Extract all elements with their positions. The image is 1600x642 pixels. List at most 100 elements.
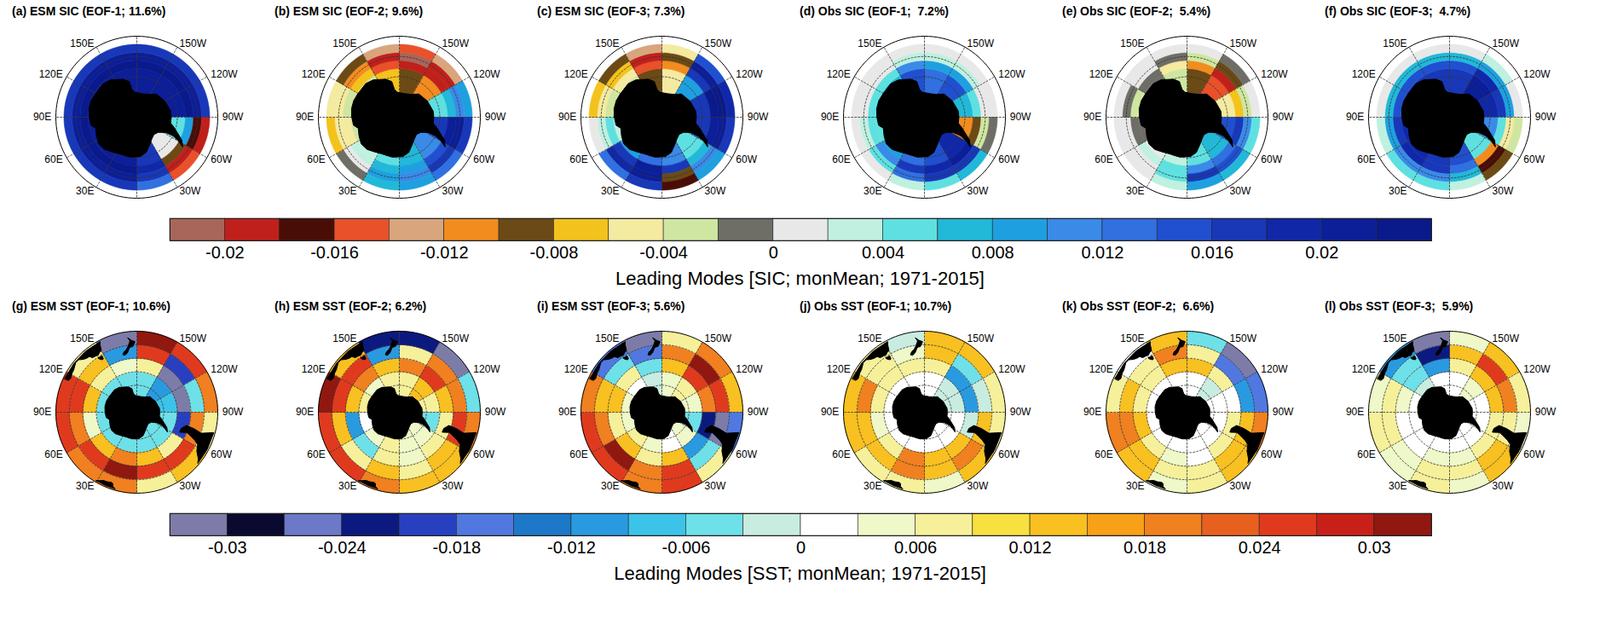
svg-text:120E: 120E [826, 363, 851, 376]
svg-text:120W: 120W [1260, 68, 1289, 81]
svg-text:60E: 60E [1094, 153, 1113, 166]
svg-text:90W: 90W [1010, 405, 1032, 418]
svg-text:90W: 90W [1010, 110, 1032, 123]
svg-text:150E: 150E [857, 332, 882, 345]
svg-text:0.012: 0.012 [1080, 242, 1124, 262]
svg-text:30E: 30E [863, 184, 882, 197]
svg-text:30E: 30E [75, 479, 94, 492]
svg-text:60E: 60E [1357, 448, 1375, 461]
svg-text:120E: 120E [1351, 68, 1376, 81]
svg-text:90E: 90E [33, 405, 52, 418]
svg-text:30W: 30W [1230, 479, 1252, 492]
svg-text:-0.012: -0.012 [547, 537, 596, 557]
svg-text:120E: 120E [1089, 363, 1114, 376]
svg-text:90E: 90E [558, 405, 577, 418]
svg-text:150W: 150W [704, 37, 733, 50]
svg-text:120W: 120W [1523, 363, 1551, 376]
svg-text:120E: 120E [1351, 363, 1376, 376]
svg-text:120W: 120W [473, 363, 501, 376]
svg-text:120E: 120E [1089, 68, 1114, 81]
svg-text:120W: 120W [1523, 68, 1551, 81]
svg-text:30W: 30W [179, 479, 202, 492]
svg-text:90W: 90W [222, 405, 244, 418]
svg-text:0.016: 0.016 [1190, 242, 1234, 262]
svg-text:150W: 150W [442, 332, 470, 345]
svg-text:-0.012: -0.012 [419, 242, 468, 262]
svg-text:30E: 30E [600, 184, 619, 197]
svg-text:30W: 30W [704, 184, 727, 197]
svg-text:150E: 150E [332, 332, 357, 345]
svg-text:60E: 60E [306, 448, 325, 461]
svg-text:120W: 120W [735, 363, 763, 376]
svg-text:150W: 150W [442, 37, 470, 50]
svg-text:60W: 60W [473, 153, 495, 166]
svg-text:90E: 90E [1083, 405, 1102, 418]
svg-text:0: 0 [795, 537, 805, 557]
svg-text:60E: 60E [1357, 153, 1375, 166]
svg-text:60W: 60W [210, 448, 232, 461]
svg-text:30E: 30E [1388, 184, 1407, 197]
svg-text:-0.006: -0.006 [661, 537, 711, 557]
svg-text:30E: 30E [338, 479, 357, 492]
svg-text:150E: 150E [594, 37, 619, 50]
svg-text:60W: 60W [735, 153, 757, 166]
svg-text:120E: 120E [564, 68, 589, 81]
svg-text:30W: 30W [967, 184, 989, 197]
svg-text:30E: 30E [75, 184, 94, 197]
svg-text:-0.03: -0.03 [207, 537, 247, 557]
svg-text:150W: 150W [179, 332, 208, 345]
svg-text:60W: 60W [1523, 448, 1545, 461]
svg-text:30W: 30W [1492, 479, 1514, 492]
svg-text:150E: 150E [332, 37, 357, 50]
svg-text:120W: 120W [210, 363, 238, 376]
svg-text:90E: 90E [295, 405, 314, 418]
svg-text:150W: 150W [967, 37, 995, 50]
svg-text:60W: 60W [998, 448, 1020, 461]
svg-text:150E: 150E [69, 37, 94, 50]
svg-text:120W: 120W [998, 68, 1026, 81]
svg-text:30W: 30W [1492, 184, 1514, 197]
svg-text:90E: 90E [1345, 405, 1364, 418]
svg-text:90W: 90W [1535, 110, 1557, 123]
svg-text:150W: 150W [179, 37, 208, 50]
svg-text:30E: 30E [1126, 184, 1144, 197]
svg-text:90E: 90E [295, 110, 314, 123]
svg-text:0.024: 0.024 [1237, 537, 1281, 557]
svg-text:30W: 30W [442, 479, 464, 492]
svg-text:30W: 30W [704, 479, 727, 492]
svg-text:150E: 150E [1382, 37, 1407, 50]
svg-text:120E: 120E [564, 363, 589, 376]
svg-text:0.004: 0.004 [860, 242, 904, 262]
svg-text:0.018: 0.018 [1123, 537, 1167, 557]
svg-text:150E: 150E [1382, 332, 1407, 345]
svg-text:120W: 120W [735, 68, 763, 81]
svg-text:0: 0 [768, 242, 778, 262]
svg-text:30E: 30E [863, 479, 882, 492]
svg-text:150W: 150W [1492, 37, 1520, 50]
svg-text:60E: 60E [569, 153, 588, 166]
svg-text:60E: 60E [831, 448, 850, 461]
svg-text:0.008: 0.008 [970, 242, 1014, 262]
svg-text:90W: 90W [747, 405, 769, 418]
svg-text:150W: 150W [1492, 332, 1520, 345]
svg-text:60W: 60W [1260, 153, 1283, 166]
svg-text:90W: 90W [1535, 405, 1557, 418]
svg-text:150E: 150E [594, 332, 619, 345]
svg-text:-0.02: -0.02 [205, 242, 245, 262]
svg-text:90W: 90W [1272, 110, 1294, 123]
svg-text:30E: 30E [338, 184, 357, 197]
svg-text:60E: 60E [569, 448, 588, 461]
svg-text:30W: 30W [179, 184, 202, 197]
svg-text:60E: 60E [831, 153, 850, 166]
svg-text:150E: 150E [1120, 332, 1144, 345]
svg-text:60W: 60W [473, 448, 495, 461]
svg-text:150E: 150E [69, 332, 94, 345]
svg-text:120W: 120W [473, 68, 501, 81]
svg-text:120W: 120W [210, 68, 238, 81]
svg-text:-0.004: -0.004 [639, 242, 688, 262]
svg-text:30W: 30W [442, 184, 464, 197]
svg-text:30E: 30E [1126, 479, 1144, 492]
svg-text:0.012: 0.012 [1008, 537, 1052, 557]
svg-text:90E: 90E [1345, 110, 1364, 123]
svg-text:60E: 60E [306, 153, 325, 166]
